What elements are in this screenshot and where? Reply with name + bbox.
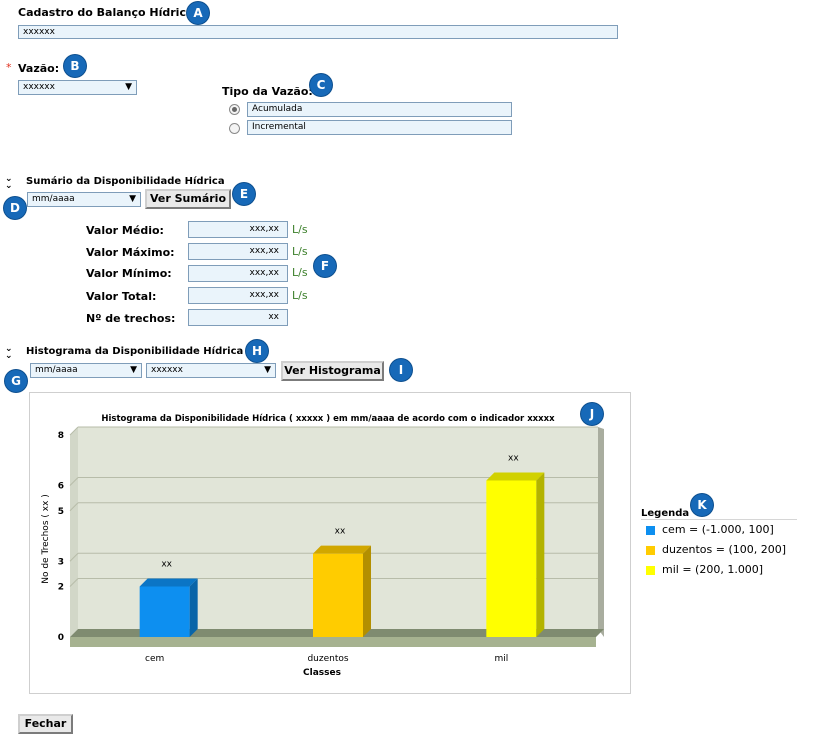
sumario-date-value: mm/aaaa (32, 194, 75, 204)
chart-panel: Histograma da Disponibilidade Hídrica ( … (29, 392, 631, 694)
y-tick-label: 0 (58, 633, 64, 643)
num-trechos-field: xx (188, 309, 288, 326)
legend-item-duzentos: duzentos = (100, 200] (662, 543, 787, 556)
vazao-select[interactable]: xxxxxx ▼ (18, 80, 137, 95)
y-tick-label: 6 (58, 482, 64, 492)
dropdown-arrow-icon: ▼ (264, 365, 271, 375)
legend-item-cem: cem = (-1.000, 100] (662, 523, 774, 536)
valor-total-unit: L/s (292, 289, 308, 302)
plot-right-wall (598, 427, 604, 637)
valor-total-label: Valor Total: (86, 290, 157, 303)
legend-divider (641, 519, 797, 520)
x-axis-title: Classes (303, 668, 341, 678)
y-tick-label: 3 (58, 557, 64, 567)
annotation-badge-b: B (64, 55, 86, 77)
gridline-diag (69, 477, 79, 486)
option-acumulada-label: Acumulada (247, 102, 512, 117)
bar-mil-top (486, 472, 545, 481)
legend-swatch-mil (646, 566, 655, 575)
data-label-mil: xx (508, 453, 519, 463)
radio-incremental[interactable] (229, 123, 240, 134)
histograma-indicator-select[interactable]: xxxxxx ▼ (146, 363, 276, 378)
annotation-badge-g: G (5, 370, 27, 392)
bar-mil-side (536, 472, 545, 637)
legend-title: Legenda (641, 508, 690, 519)
dropdown-arrow-icon: ▼ (125, 82, 132, 92)
y-tick-label: 5 (58, 507, 64, 517)
valor-minimo-field: xxx,xx (188, 265, 288, 282)
annotation-badge-i: I (390, 359, 412, 381)
bar-duzentos-side (363, 545, 371, 637)
required-marker: * (6, 61, 12, 74)
y-tick-label: 2 (58, 583, 64, 593)
histograma-date-value: mm/aaaa (35, 365, 78, 375)
annotation-badge-f: F (314, 255, 336, 277)
legend-swatch-duzentos (646, 546, 655, 555)
valor-medio-field: xxx,xx (188, 221, 288, 238)
cadastro-input[interactable]: xxxxxx (18, 25, 618, 39)
valor-medio-label: Valor Médio: (86, 224, 164, 237)
dropdown-arrow-icon: ▼ (130, 365, 137, 375)
num-trechos-label: Nº de trechos: (86, 312, 176, 325)
ver-histograma-button[interactable]: Ver Histograma (281, 361, 384, 381)
chart-title: Histograma da Disponibilidade Hídrica ( … (101, 414, 555, 424)
bar-cem-side (189, 578, 198, 637)
data-label-cem: xx (161, 560, 172, 570)
ver-sumario-button[interactable]: Ver Sumário (145, 189, 231, 209)
histogram-chart: Histograma da Disponibilidade Hídrica ( … (41, 414, 604, 678)
collapse-chevron-icon[interactable]: ⌄ ⌄ (5, 174, 13, 191)
bar-cem-top (139, 578, 198, 587)
vazao-label: Vazão: (18, 62, 60, 75)
fechar-button[interactable]: Fechar (18, 714, 73, 734)
valor-maximo-unit: L/s (292, 245, 308, 258)
bar-duzentos (313, 553, 363, 637)
gridline-diag (69, 552, 79, 562)
annotation-badge-a: A (187, 2, 209, 24)
annotation-badge-c: C (310, 74, 332, 96)
gridline-diag (69, 502, 79, 512)
sumario-date-select[interactable]: mm/aaaa ▼ (27, 192, 141, 207)
y-tick-label: 8 (58, 431, 64, 441)
data-label-duzentos: xx (335, 527, 346, 537)
plot-floor-front (70, 637, 596, 647)
valor-maximo-field: xxx,xx (188, 243, 288, 260)
dropdown-arrow-icon: ▼ (129, 194, 136, 204)
x-tick-label: mil (494, 654, 508, 664)
x-tick-label: cem (145, 654, 164, 664)
valor-minimo-label: Valor Mínimo: (86, 267, 172, 280)
legend-item-mil: mil = (200, 1.000] (662, 563, 764, 576)
valor-total-field: xxx,xx (188, 287, 288, 304)
legend-swatch-cem (646, 526, 655, 535)
bar-cem (139, 586, 190, 637)
collapse-chevron-icon[interactable]: ⌄ ⌄ (5, 344, 13, 361)
histograma-indicator-value: xxxxxx (151, 365, 183, 375)
gridline-diag (69, 578, 79, 587)
radio-acumulada[interactable] (229, 104, 240, 115)
sumario-title: Sumário da Disponibilidade Hídrica (26, 176, 225, 187)
annotation-badge-h: H (246, 340, 268, 362)
annotation-badge-e: E (233, 183, 255, 205)
bar-duzentos-top (313, 545, 371, 554)
y-axis-title: No de Trechos ( xx ) (41, 494, 51, 584)
histograma-title: Histograma da Disponibilidade Hídrica (26, 346, 244, 357)
plot-side-wall (70, 427, 78, 637)
valor-maximo-label: Valor Máximo: (86, 246, 175, 259)
histograma-date-select[interactable]: mm/aaaa ▼ (30, 363, 142, 378)
annotation-badge-k: K (691, 494, 713, 516)
annotation-badge-j: J (581, 403, 603, 425)
cadastro-label: Cadastro do Balanço Hídrico: (18, 6, 198, 19)
bar-mil (486, 480, 537, 637)
valor-minimo-unit: L/s (292, 266, 308, 279)
gridline-diag (69, 426, 79, 436)
vazao-select-value: xxxxxx (23, 82, 55, 92)
option-incremental-label: Incremental (247, 120, 512, 135)
x-tick-label: duzentos (307, 654, 348, 664)
annotation-badge-d: D (4, 197, 26, 219)
valor-medio-unit: L/s (292, 223, 308, 236)
tipo-vazao-label: Tipo da Vazão: (222, 85, 313, 98)
